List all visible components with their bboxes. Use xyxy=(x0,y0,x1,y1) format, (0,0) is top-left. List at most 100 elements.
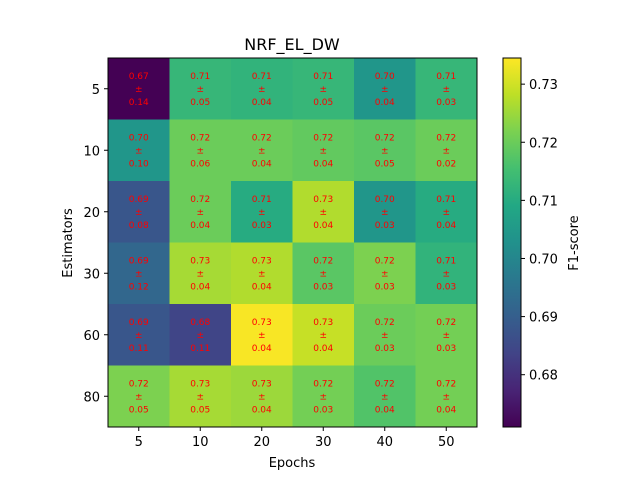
heatmap-cell xyxy=(108,242,170,305)
heatmap-cell xyxy=(169,181,232,243)
heatmap-cell xyxy=(231,242,293,305)
cell-annotation: 0.71 xyxy=(436,195,456,205)
cell-annotation: ± xyxy=(258,146,266,156)
cell-annotation: 0.71 xyxy=(252,72,272,82)
cell-annotation: ± xyxy=(135,269,143,279)
cell-annotation: 0.72 xyxy=(436,133,456,143)
chart-title: NRF_EL_DW xyxy=(244,35,340,55)
cell-annotation: 0.72 xyxy=(190,195,210,205)
cell-annotation: 0.72 xyxy=(252,133,272,143)
cell-annotation: 0.71 xyxy=(190,72,210,82)
cell-annotation: 0.73 xyxy=(252,379,272,389)
cell-annotation: 0.04 xyxy=(313,221,333,231)
y-axis-label: Estimators xyxy=(61,208,76,278)
cell-annotation: ± xyxy=(135,146,143,156)
cell-annotation: ± xyxy=(442,331,450,341)
cell-annotation: 0.72 xyxy=(129,379,149,389)
y-tick-label: 5 xyxy=(92,83,100,98)
cell-annotation: ± xyxy=(319,269,327,279)
x-axis-ticks: 5 10 20 30 40 50 xyxy=(135,427,455,450)
cell-annotation: 0.69 xyxy=(129,195,149,205)
cell-annotation: 0.71 xyxy=(436,72,456,82)
heatmap-cell xyxy=(292,58,355,120)
cell-annotation: ± xyxy=(258,85,266,95)
heatmap-cells xyxy=(108,58,478,428)
cell-annotation: 0.71 xyxy=(252,195,272,205)
cell-annotation: 0.72 xyxy=(375,318,395,328)
cell-annotation: ± xyxy=(135,331,143,341)
cell-annotation: 0.70 xyxy=(375,195,395,205)
cell-annotation: ± xyxy=(381,208,389,218)
colorbar xyxy=(502,57,522,428)
heatmap-cell xyxy=(292,242,355,305)
heatmap-cell xyxy=(169,119,232,182)
cell-annotation: 0.03 xyxy=(313,282,333,292)
cell-annotation: 0.73 xyxy=(190,256,210,266)
y-tick-label: 20 xyxy=(83,206,100,221)
cell-annotation: ± xyxy=(319,146,327,156)
cell-annotation: 0.69 xyxy=(129,318,149,328)
heatmap-cell xyxy=(354,181,416,243)
cell-annotation: ± xyxy=(135,208,143,218)
cell-annotation: ± xyxy=(319,331,327,341)
colorbar-tick-label: 0.73 xyxy=(529,78,558,93)
cell-annotation: 0.04 xyxy=(375,98,395,108)
heatmap-cell xyxy=(292,181,355,243)
cell-annotation: 0.04 xyxy=(190,221,210,231)
heatmap-cell xyxy=(354,58,416,120)
cell-annotation: 0.03 xyxy=(375,221,395,231)
colorbar-ticks: 0.68 0.69 0.70 0.71 0.72 0.73 xyxy=(521,78,558,384)
cell-annotation: 0.04 xyxy=(252,405,272,415)
cell-annotation: ± xyxy=(319,85,327,95)
cell-annotation: 0.04 xyxy=(313,344,333,354)
cell-annotation: 0.03 xyxy=(313,405,333,415)
heatmap-cell xyxy=(231,58,293,120)
cell-annotation: 0.02 xyxy=(436,159,456,169)
cell-annotation: ± xyxy=(196,208,204,218)
cell-annotation: 0.72 xyxy=(375,133,395,143)
cell-annotation: ± xyxy=(258,208,266,218)
cell-annotation: 0.69 xyxy=(129,256,149,266)
heatmap-cell xyxy=(415,304,478,366)
cell-annotation: ± xyxy=(258,331,266,341)
cell-annotation: ± xyxy=(442,146,450,156)
cell-annotation: 0.08 xyxy=(129,221,149,231)
cell-annotation: 0.04 xyxy=(375,405,395,415)
x-tick-label: 20 xyxy=(253,435,270,450)
colorbar-tick-label: 0.72 xyxy=(529,136,558,151)
y-tick-label: 30 xyxy=(83,267,100,282)
y-tick-label: 60 xyxy=(83,329,100,344)
cell-annotation: 0.03 xyxy=(252,221,272,231)
x-tick-label: 50 xyxy=(438,435,455,450)
cell-annotation: 0.72 xyxy=(313,133,333,143)
cell-annotation: ± xyxy=(319,208,327,218)
cell-annotation: 0.68 xyxy=(190,318,210,328)
heatmap-cell xyxy=(354,304,416,366)
cell-annotation: 0.12 xyxy=(129,282,149,292)
cell-annotation: 0.04 xyxy=(436,405,456,415)
heatmap-cell xyxy=(108,181,170,243)
x-tick-label: 40 xyxy=(376,435,393,450)
cell-annotation: 0.05 xyxy=(190,405,210,415)
heatmap-cell xyxy=(292,365,355,428)
cell-annotation: ± xyxy=(135,85,143,95)
cell-annotation: ± xyxy=(381,269,389,279)
x-tick-label: 10 xyxy=(192,435,209,450)
cell-annotation: 0.10 xyxy=(129,159,149,169)
y-axis-ticks: 5 10 20 30 60 80 xyxy=(83,83,108,405)
cell-annotation: 0.05 xyxy=(190,98,210,108)
cell-annotation: 0.04 xyxy=(190,282,210,292)
cell-annotation: 0.05 xyxy=(375,159,395,169)
cell-annotation: 0.72 xyxy=(190,133,210,143)
heatmap-cell xyxy=(169,365,232,428)
cell-annotation: ± xyxy=(258,269,266,279)
cell-annotation: 0.03 xyxy=(375,344,395,354)
cell-annotation: 0.04 xyxy=(252,282,272,292)
y-tick-label: 10 xyxy=(83,144,100,159)
heatmap-cell xyxy=(415,242,478,305)
cell-annotation: ± xyxy=(196,269,204,279)
heatmap-cell xyxy=(354,365,416,428)
heatmap-cell-labels: 0.67 ±0.14 0.71 ±0.05 0.71 ±0.04 0.71 ±0.05 0.70… xyxy=(129,72,457,416)
heatmap-cell xyxy=(292,304,355,366)
cell-annotation: 0.03 xyxy=(436,344,456,354)
